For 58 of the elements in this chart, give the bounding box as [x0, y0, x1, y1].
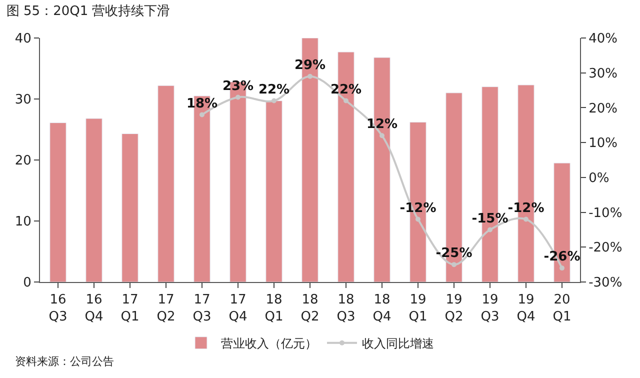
point: [452, 262, 456, 268]
point: [416, 216, 420, 222]
legend-label: 营业收入（亿元）: [221, 336, 317, 351]
y2-tick-label: 0%: [588, 170, 610, 186]
x-tick-label: 19 Q4: [516, 292, 536, 324]
y-tick-label: 30: [14, 92, 32, 108]
point: [560, 266, 564, 271]
x-tick-label: 16 Q4: [84, 292, 104, 324]
y-tick-label: 20: [14, 154, 32, 169]
y2-tick-label: 20%: [588, 101, 618, 116]
y2-tick-label: -10%: [588, 206, 622, 221]
x-tick-label: 20 Q1: [552, 292, 572, 324]
data-label: 12%: [366, 117, 398, 132]
x-tick-label: 19 Q2: [444, 292, 464, 324]
bar: [158, 85, 174, 282]
bar: [50, 122, 66, 282]
data-label: -25%: [436, 246, 472, 262]
data-label: 23%: [222, 78, 254, 94]
y-tick-label: 0: [23, 276, 32, 291]
data-label: -15%: [472, 211, 508, 226]
point: [380, 133, 384, 138]
bar: [86, 118, 102, 282]
bar: [266, 100, 282, 282]
x-tick-label: 17 Q2: [156, 292, 176, 324]
legend-label: 收入同比增速: [362, 336, 434, 351]
data-label: 29%: [294, 58, 326, 73]
data-label: -12%: [400, 200, 436, 216]
x-tick-label: 18 Q4: [372, 292, 392, 324]
point: [236, 94, 240, 100]
data-label: 22%: [258, 82, 290, 98]
point: [344, 98, 348, 104]
y-tick-label: 10: [14, 214, 32, 230]
y2-tick-label: 30%: [588, 66, 618, 82]
x-tick-label: 17 Q4: [228, 292, 248, 324]
point: [272, 98, 276, 104]
y-tick-label: 40: [14, 32, 32, 47]
x-tick-label: 16 Q3: [48, 292, 68, 324]
x-tick-label: 18 Q3: [336, 292, 356, 324]
chart-title: 图 55：20Q1 营收持续下滑: [6, 4, 170, 19]
x-tick-label: 18 Q1: [264, 292, 284, 324]
y2-tick-label: -20%: [588, 240, 622, 256]
x-tick-label: 19 Q1: [408, 292, 428, 324]
data-label: 22%: [330, 82, 362, 98]
x-tick-label: 17 Q1: [120, 292, 140, 324]
point: [200, 112, 204, 118]
bar: [122, 134, 138, 282]
data-label: -26%: [544, 250, 580, 265]
x-tick-label: 17 Q3: [192, 292, 212, 324]
x-tick-label: 18 Q2: [300, 292, 320, 324]
point: [308, 74, 312, 79]
data-label: -12%: [508, 200, 544, 216]
text: 资料来源：公司公告: [15, 355, 114, 368]
x-tick-label: 19 Q3: [480, 292, 500, 324]
point: [488, 227, 492, 232]
y2-tick-label: 40%: [588, 32, 618, 47]
y2-tick-label: 10%: [588, 136, 618, 152]
point: [524, 216, 528, 222]
y2-tick-label: -30%: [588, 276, 622, 291]
